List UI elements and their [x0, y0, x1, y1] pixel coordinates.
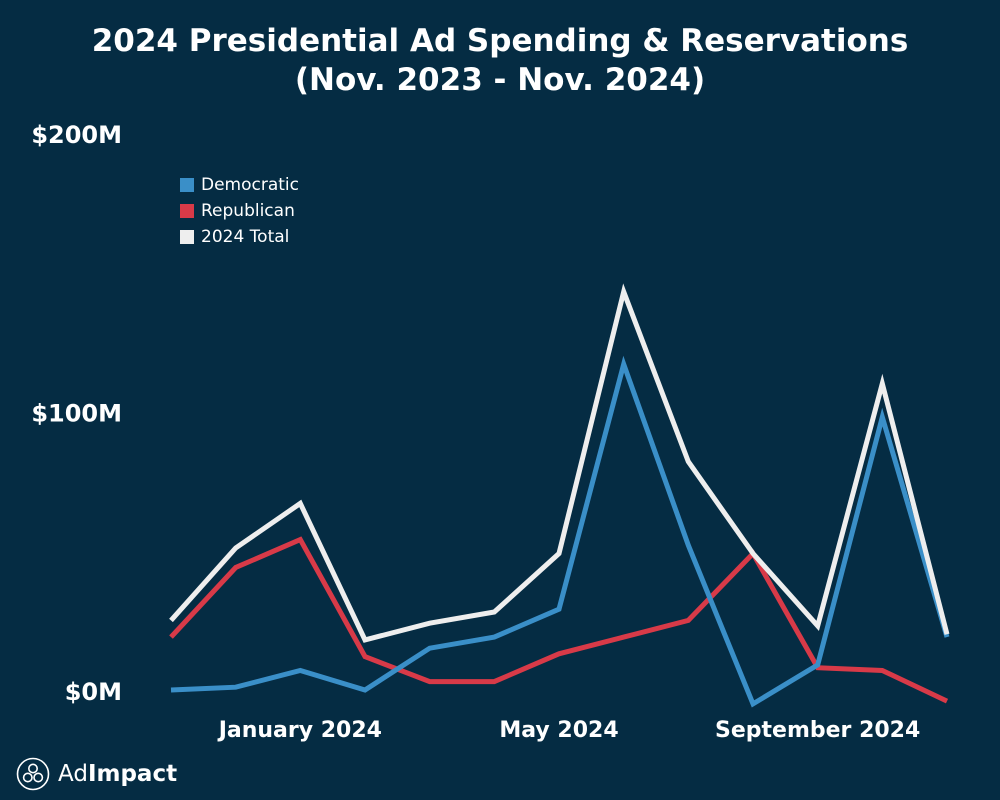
- legend-label-total: 2024 Total: [201, 227, 290, 247]
- y-tick-label: $0M: [65, 678, 122, 706]
- legend-swatch-republican: [180, 204, 194, 218]
- legend-label-democratic: Democratic: [201, 175, 299, 195]
- x-tick-label: September 2024: [715, 718, 920, 743]
- logo-text-impact: Impact: [87, 761, 178, 787]
- series-line-total: [169, 283, 950, 643]
- legend-item-total: 2024 Total: [180, 224, 299, 250]
- legend-label-republican: Republican: [201, 201, 295, 221]
- adimpact-logo-icon: [16, 757, 50, 791]
- chart-legend: Democratic Republican 2024 Total: [180, 172, 299, 250]
- x-tick-label: May 2024: [499, 718, 618, 743]
- chart-title-line-1: 2024 Presidential Ad Spending & Reservat…: [91, 23, 909, 59]
- chart-title-line-2: (Nov. 2023 - Nov. 2024): [294, 62, 706, 98]
- legend-swatch-democratic: [180, 178, 194, 192]
- adimpact-logo: Ad Impact: [16, 757, 177, 791]
- legend-item-republican: Republican: [180, 198, 299, 224]
- series-line-democratic: [170, 355, 950, 708]
- legend-swatch-total: [180, 230, 194, 244]
- y-tick-label: $100M: [31, 400, 122, 428]
- y-tick-label: $200M: [31, 121, 122, 149]
- chart-title: 2024 Presidential Ad Spending & Reservat…: [0, 22, 1000, 100]
- legend-item-democratic: Democratic: [180, 172, 299, 198]
- x-tick-label: January 2024: [217, 718, 382, 743]
- logo-text-ad: Ad: [58, 761, 88, 787]
